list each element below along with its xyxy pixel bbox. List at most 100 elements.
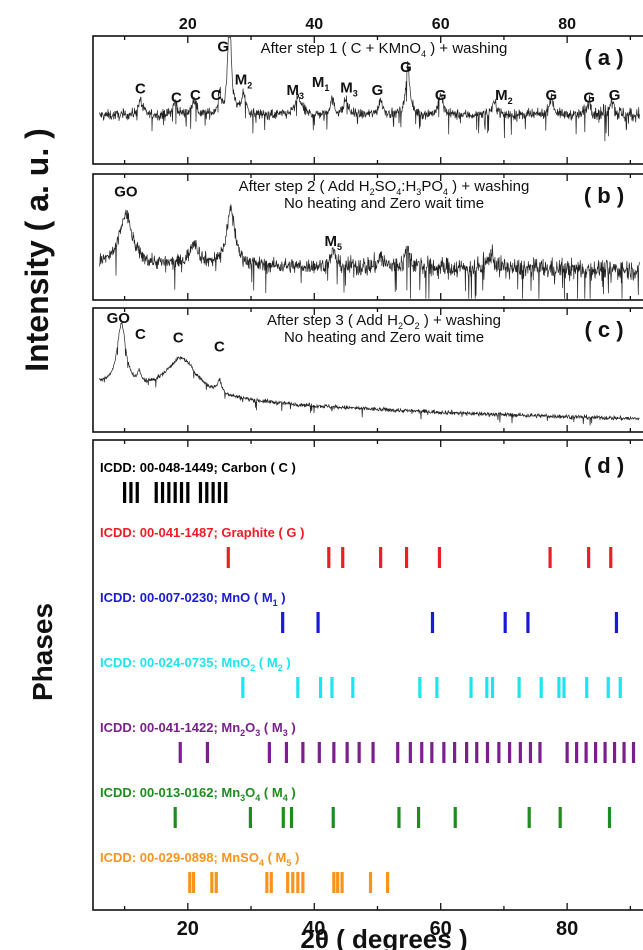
panel-b-ticks — [123, 174, 632, 300]
text-run: ) + washing — [426, 40, 507, 57]
peak-label: C — [173, 330, 184, 347]
peak-label: M3 — [287, 82, 305, 101]
text-run: ICDD: 00-024-0735; MnO — [100, 655, 250, 670]
peak-label: M2 — [495, 87, 513, 106]
subscript: 5 — [337, 242, 342, 252]
subscript: 2 — [278, 663, 283, 673]
peak-label: G — [609, 87, 621, 104]
panel-b-annotation: After step 2 ( Add H2SO4:H3PO4 ) + washi… — [239, 178, 530, 197]
subscript: 1 — [324, 83, 329, 93]
text-run: C — [135, 326, 146, 343]
text-run: G — [435, 87, 447, 104]
panel-d-label: ( d ) — [584, 453, 624, 478]
text-run: G — [583, 90, 595, 107]
text-run: M — [495, 87, 508, 104]
x-tick-label-top: 20 — [179, 16, 197, 33]
text-run: M — [287, 82, 300, 99]
phase-label-c: ICDD: 00-048-1449; Carbon ( C ) — [100, 460, 296, 475]
text-run: M — [312, 74, 325, 91]
text-run: No heating and Zero wait time — [284, 195, 484, 212]
panel-c-frame — [92, 307, 643, 433]
text-run: PO — [421, 178, 443, 195]
panel-c-label: ( c ) — [584, 317, 623, 342]
subscript: 1 — [273, 598, 278, 608]
text-run: G — [372, 82, 384, 99]
subscript: 2 — [398, 321, 403, 331]
text-run: :H — [401, 178, 416, 195]
peak-label: G — [217, 38, 229, 55]
subscript: 3 — [283, 728, 288, 738]
text-run: ICDD: 00-041-1422; Mn — [100, 720, 240, 735]
x-tick-label-bottom: 40 — [303, 918, 325, 940]
text-run: M — [324, 233, 337, 250]
text-run: GO — [107, 310, 131, 327]
panel-a-label: ( a ) — [584, 45, 623, 70]
text-run: ) + washing — [420, 312, 501, 329]
text-run: ICDD: 00-041-1487; Graphite ( G ) — [100, 525, 304, 540]
peak-label: G — [583, 90, 595, 107]
y-axis-title-intensity: Intensity ( a. u. ) — [19, 128, 55, 372]
panel-a-annotation: After step 1 ( C + KMnO4 ) + washing — [261, 40, 508, 59]
text-run: ICDD: 00-007-0230; MnO ( M — [100, 590, 273, 605]
subscript: 4 — [283, 793, 288, 803]
peak-label: C — [135, 326, 146, 343]
subscript: 2 — [508, 96, 513, 106]
text-run: G — [400, 59, 412, 76]
text-run: C — [214, 338, 225, 355]
text-run: G — [609, 87, 621, 104]
subscript: 2 — [247, 81, 252, 91]
phase-label-g: ICDD: 00-041-1487; Graphite ( G ) — [100, 525, 304, 540]
x-tick-label-top: 60 — [432, 16, 450, 33]
peak-label: M2 — [235, 72, 253, 91]
subscript: 4 — [421, 49, 426, 59]
panel-c-annotation: After step 3 ( Add H2O2 ) + washing — [267, 312, 501, 331]
text-run: O — [245, 785, 255, 800]
panel-a-ticks — [123, 36, 632, 164]
subscript: 4 — [396, 187, 401, 197]
text-run: G — [545, 87, 557, 104]
peak-label: G — [545, 87, 557, 104]
text-run: ) — [283, 655, 291, 670]
text-run: After step 2 ( Add H — [239, 178, 370, 195]
panel-b-label: ( b ) — [584, 183, 624, 208]
text-run: C — [173, 330, 184, 347]
text-run: GO — [114, 184, 138, 201]
phase-label-m5: ICDD: 00-029-0898; MnSO4 ( M5 ) — [100, 850, 299, 868]
peak-label: M3 — [340, 79, 358, 98]
peak-label: M1 — [312, 74, 330, 93]
x-tick-label-bottom: 20 — [177, 918, 199, 940]
phase-label-m1: ICDD: 00-007-0230; MnO ( M1 ) — [100, 590, 286, 608]
phase-label-m3: ICDD: 00-041-1422; Mn2O3 ( M3 ) — [100, 720, 296, 738]
text-run: ICDD: 00-048-1449; Carbon ( C ) — [100, 460, 296, 475]
peak-label: GO — [114, 184, 138, 201]
subscript: 3 — [255, 728, 260, 738]
x-tick-label-bottom: 80 — [556, 918, 578, 940]
text-run: M — [235, 72, 248, 89]
subscript: 3 — [299, 91, 304, 101]
subscript: 3 — [353, 88, 358, 98]
peak-label: G — [372, 82, 384, 99]
text-run: M — [340, 79, 353, 96]
panel-a-frame — [92, 35, 643, 165]
subscript: 4 — [255, 793, 260, 803]
text-run: ICDD: 00-013-0162; Mn — [100, 785, 240, 800]
phase-label-m4: ICDD: 00-013-0162; Mn3O4 ( M4 ) — [100, 785, 296, 803]
panel-d-frame — [92, 439, 643, 911]
text-run: C — [190, 87, 201, 104]
text-run: ) — [278, 590, 286, 605]
text-run: ICDD: 00-029-0898; MnSO — [100, 850, 259, 865]
peak-label: C — [190, 87, 201, 104]
text-run: ( M — [260, 785, 282, 800]
y-axis-title-phases: Phases — [27, 603, 58, 701]
text-run: ) — [288, 785, 296, 800]
peak-label: C — [214, 338, 225, 355]
text-run: ) + washing — [448, 178, 529, 195]
x-axis-title: 2θ ( degrees ) — [300, 924, 467, 950]
subscript: 3 — [240, 793, 245, 803]
x-tick-label-bottom: 60 — [430, 918, 452, 940]
panel-b-frame — [92, 173, 643, 301]
series-line-c — [98, 322, 640, 426]
text-run: After step 1 ( C + KMnO — [261, 40, 421, 57]
text-run: ) — [291, 850, 299, 865]
